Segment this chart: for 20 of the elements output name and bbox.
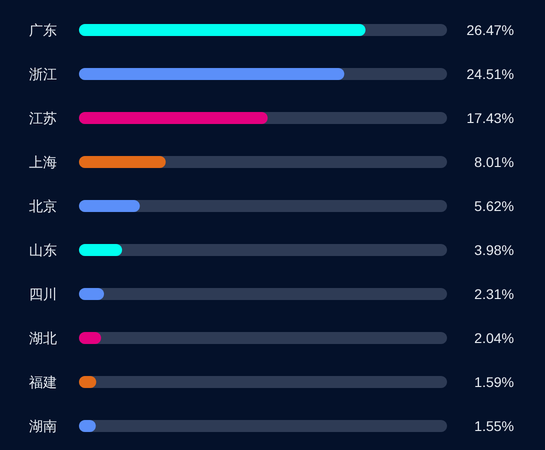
data-label: 5.62%	[474, 198, 514, 214]
data-label: 8.01%	[474, 154, 514, 170]
data-label: 1.59%	[474, 374, 514, 390]
data-label: 17.43%	[466, 110, 514, 126]
data-label: 26.47%	[466, 22, 514, 38]
y-tick-label: 山东	[29, 242, 57, 258]
data-label: 1.55%	[474, 418, 514, 434]
data-label: 2.31%	[474, 286, 514, 302]
y-tick-label: 浙江	[29, 66, 57, 82]
y-tick-label: 湖南	[29, 418, 57, 434]
y-tick-label: 广东	[29, 22, 57, 38]
data-label: 2.04%	[474, 330, 514, 346]
data-label: 3.98%	[474, 242, 514, 258]
y-tick-label: 上海	[29, 154, 57, 170]
y-tick-label: 北京	[29, 198, 57, 214]
y-tick-label: 湖北	[29, 330, 57, 346]
y-tick-label: 江苏	[29, 110, 57, 126]
data-label: 24.51%	[466, 66, 514, 82]
y-tick-label: 福建	[29, 374, 57, 390]
y-tick-label: 四川	[29, 286, 57, 302]
